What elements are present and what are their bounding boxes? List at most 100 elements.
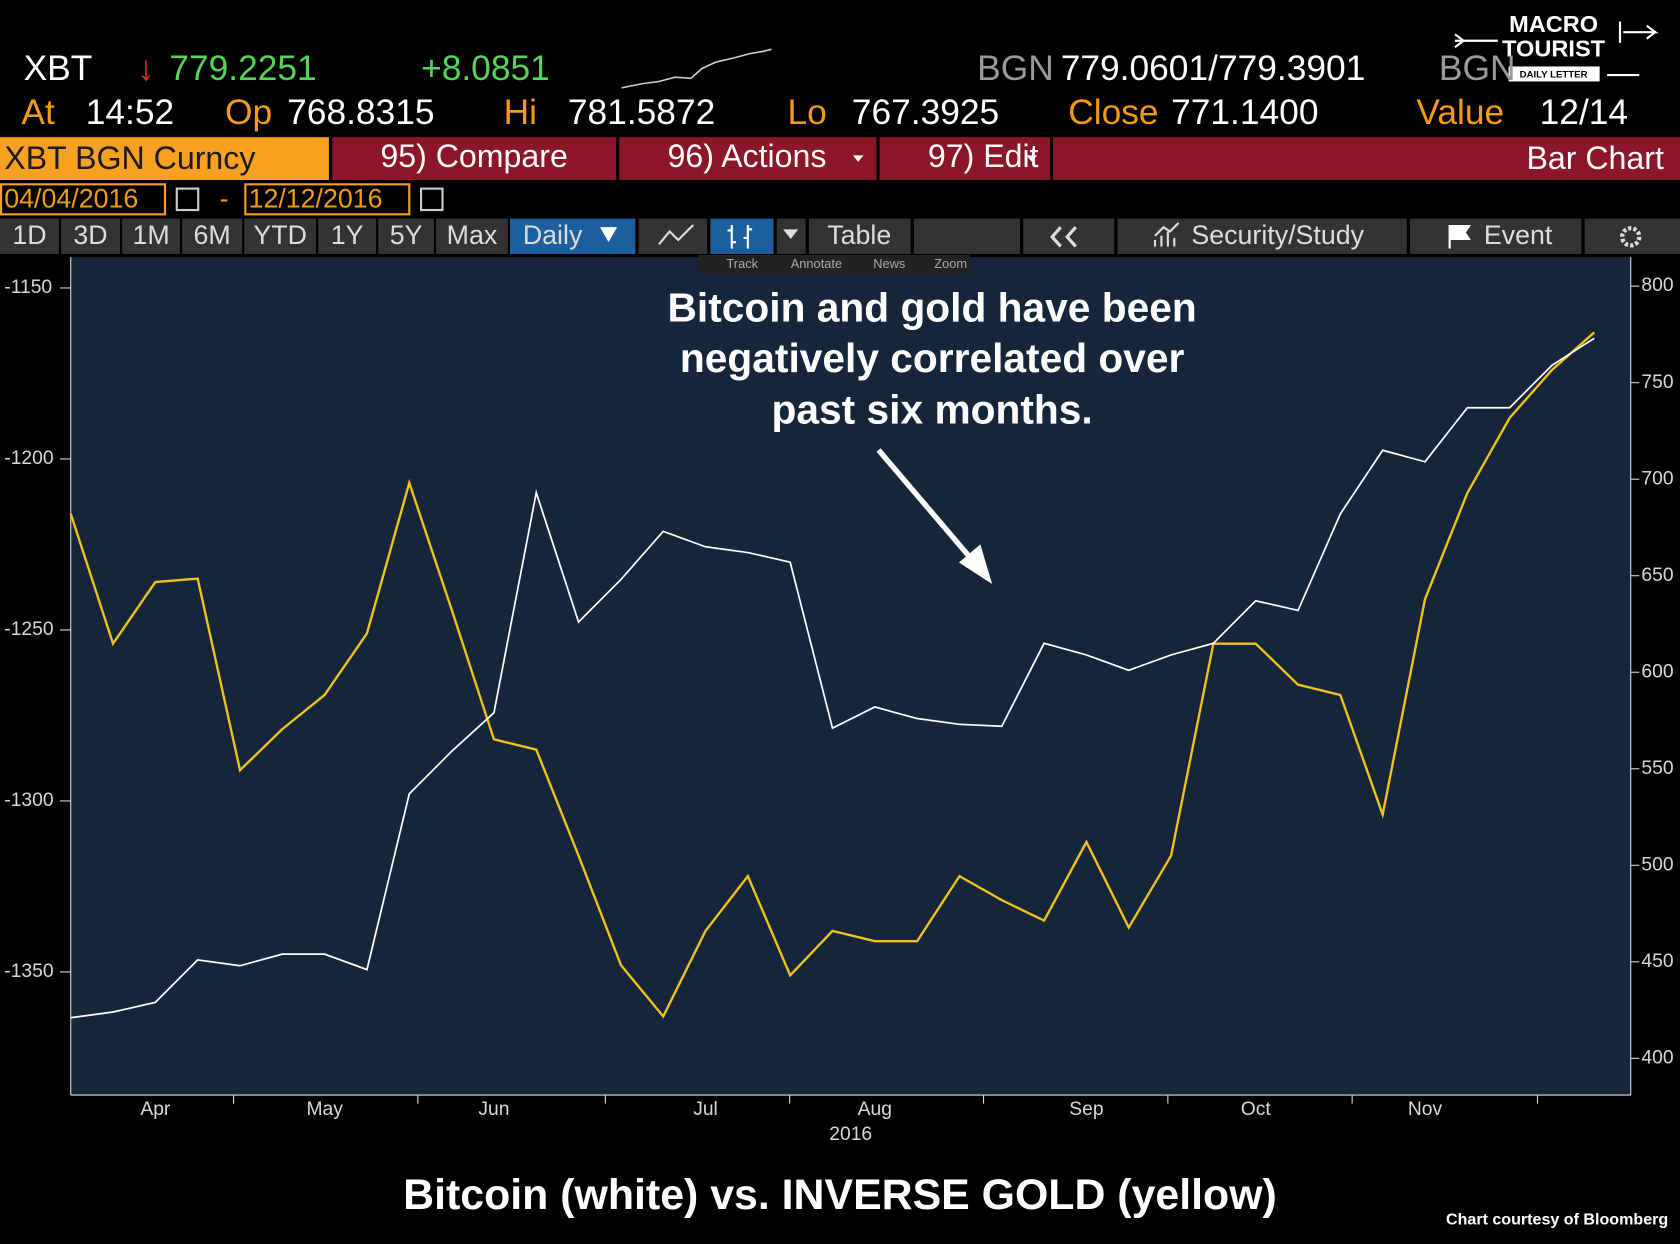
- tool-label[interactable]: Track: [726, 256, 758, 271]
- y2-tick-label: 700: [1641, 468, 1673, 489]
- study-icon: [1153, 222, 1180, 247]
- annotation: past six months.: [772, 386, 1093, 432]
- menu-label: 95) Compare: [380, 138, 567, 174]
- x-tick-label: May: [306, 1099, 343, 1120]
- tool-label[interactable]: Zoom: [934, 256, 967, 271]
- ticker: XBT: [24, 49, 93, 88]
- study-button[interactable]: [1117, 218, 1407, 254]
- y2-tick-label: 800: [1641, 275, 1673, 296]
- date-box[interactable]: [244, 183, 411, 216]
- logo: MACRO TOURIST DAILY LETTER: [1454, 11, 1659, 82]
- line-icon: [658, 224, 694, 246]
- settings-button[interactable]: [1584, 218, 1680, 254]
- y-tick-label: -1300: [4, 790, 53, 811]
- logo-arrows: [1454, 21, 1659, 77]
- range-label: 3D: [73, 220, 107, 250]
- logo-line: TOURIST: [1502, 36, 1606, 62]
- annotation-arrow: [876, 448, 986, 575]
- range-button[interactable]: [378, 218, 434, 254]
- view-box: [1053, 137, 1680, 181]
- range-button[interactable]: [244, 218, 317, 254]
- series-line: [69, 331, 1596, 1019]
- range-label: 1Y: [331, 220, 364, 250]
- line-icon-button[interactable]: [638, 218, 708, 254]
- stat-label: Op: [225, 93, 272, 132]
- range-label: 6M: [194, 220, 231, 250]
- dropdown-icon: [600, 227, 618, 243]
- range-label: YTD: [253, 220, 307, 250]
- y2-tick-label: 400: [1641, 1047, 1673, 1068]
- view-title: Bar Chart: [1526, 140, 1664, 176]
- annotation: negatively correlated over: [680, 335, 1185, 381]
- tools: Track Annotate News Zoom: [726, 256, 967, 271]
- logo-box: [1508, 66, 1600, 82]
- source: BGN: [977, 49, 1054, 88]
- last-price: 779.2251: [169, 49, 316, 88]
- sparkline: [621, 48, 772, 89]
- y2-tick-label: 500: [1641, 854, 1673, 875]
- range-label: 5Y: [390, 220, 423, 250]
- calendar-icon[interactable]: [420, 187, 444, 212]
- frequency: Daily: [523, 220, 583, 250]
- menu-label: 97) Edit: [928, 138, 1039, 174]
- range-button[interactable]: [122, 218, 180, 254]
- chart: -1350 -1300 -1250 -1200 -1150 400 450 500 550 600…: [4, 275, 1673, 1145]
- y2-tick-label: 750: [1641, 372, 1673, 393]
- y-tick-label: -1200: [4, 448, 53, 469]
- range-button[interactable]: [0, 218, 59, 254]
- menu-button[interactable]: [879, 137, 1050, 181]
- stats-row: At 14:52 Op 768.8315 Hi 781.5872 Lo 767.3925 Clo…: [21, 93, 1628, 132]
- event-button[interactable]: [1410, 218, 1582, 254]
- plot-area: [70, 257, 1631, 1096]
- dropdown-icon: [1026, 155, 1038, 162]
- security: XBT BGN Curncy: [4, 140, 255, 176]
- menu-button[interactable]: [332, 137, 617, 181]
- end-date: 12/12/2016: [249, 183, 383, 213]
- credit: Chart courtesy of Bloomberg: [1446, 1211, 1668, 1229]
- y2-tick-label: 600: [1641, 661, 1673, 682]
- x-tick-label: Oct: [1241, 1099, 1272, 1120]
- security-box[interactable]: [0, 137, 329, 181]
- x-tick-label: Apr: [140, 1099, 171, 1120]
- button-row: Daily Table Security/Study Event 1D 3D 1M 6…: [0, 218, 1680, 254]
- y2-tick-label: 550: [1641, 758, 1673, 779]
- y2-tick-label: 450: [1641, 951, 1673, 972]
- x-axis-label: 2016: [829, 1124, 872, 1145]
- menu-button[interactable]: [619, 137, 877, 181]
- stat-value: 12/14: [1540, 93, 1628, 132]
- bar-icon-button[interactable]: [710, 218, 774, 254]
- arrow-head: [958, 544, 993, 584]
- event-label: Event: [1484, 220, 1553, 250]
- study-label: Security/Study: [1191, 220, 1364, 250]
- frequency-button[interactable]: [510, 218, 636, 254]
- tool-label[interactable]: Annotate: [791, 256, 842, 271]
- flag-icon: [1448, 225, 1471, 249]
- stat-value: 771.1400: [1171, 93, 1318, 132]
- collapse-icon: [1049, 226, 1077, 248]
- range-button[interactable]: [61, 218, 120, 254]
- range-label: Max: [447, 220, 498, 250]
- change: +8.0851: [421, 49, 550, 88]
- table-button[interactable]: [808, 218, 911, 254]
- range-label: 1M: [132, 220, 169, 250]
- y-tick-label: -1150: [4, 277, 52, 298]
- logo-line: DAILY LETTER: [1520, 70, 1588, 81]
- range-button[interactable]: [182, 218, 243, 254]
- stat-label: Close: [1068, 93, 1158, 132]
- x-tick-label: Nov: [1408, 1099, 1443, 1120]
- direction: ↓: [137, 49, 155, 88]
- dropdown-icon: [783, 229, 799, 239]
- x-tick-label: Sep: [1069, 1099, 1103, 1120]
- bid-ask: 779.0601/779.3901: [1061, 49, 1366, 88]
- range-button[interactable]: [436, 218, 508, 254]
- calendar-icon[interactable]: [175, 187, 200, 212]
- tool-label[interactable]: News: [873, 256, 905, 271]
- x-tick-label: Jun: [478, 1099, 509, 1120]
- stat-value: 14:52: [86, 93, 174, 132]
- date-box[interactable]: [0, 183, 167, 216]
- range-button[interactable]: [318, 218, 377, 254]
- dropdown-icon: [852, 155, 864, 162]
- stat-label: Hi: [504, 93, 537, 132]
- logo-line: MACRO: [1509, 11, 1598, 37]
